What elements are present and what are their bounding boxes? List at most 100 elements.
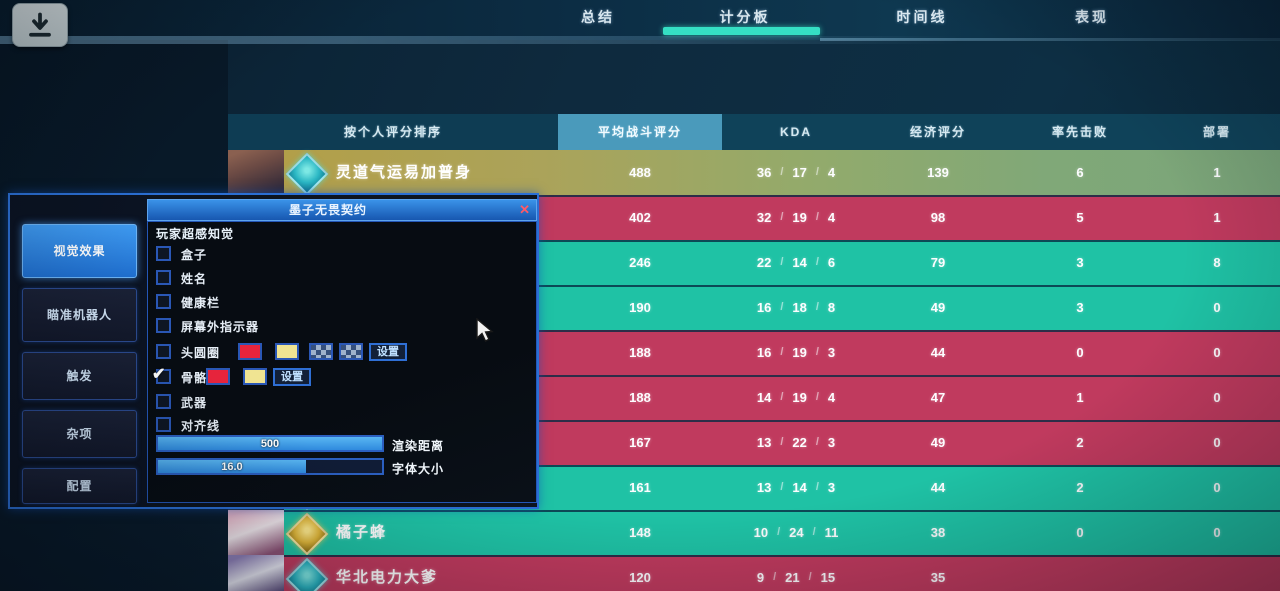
sidebar-item-config[interactable]: 配置 — [22, 468, 137, 504]
player-portrait — [228, 555, 284, 591]
checkbox-box-esp[interactable] — [156, 246, 171, 261]
settings-button[interactable]: 设置 — [273, 368, 311, 386]
agent-icon — [285, 152, 329, 196]
tab-timeline[interactable]: 时间线 — [896, 9, 948, 25]
top-navigation-bar: 总结 计分板 时间线 表现 — [0, 0, 1280, 40]
column-header-plants[interactable]: 部署 — [1202, 125, 1231, 139]
acs-value: 488 — [629, 165, 651, 180]
player-portrait — [228, 510, 284, 555]
color-swatch-yellow[interactable] — [243, 368, 267, 385]
kda-value: 14/19/4 — [756, 390, 836, 405]
acs-value: 120 — [629, 570, 651, 585]
checkbox-label: 屏幕外指示器 — [181, 320, 260, 334]
acs-value: 161 — [629, 480, 651, 495]
econ-value: 79 — [930, 255, 946, 270]
checkbox-label: 姓名 — [181, 272, 208, 286]
sidebar-item-visuals[interactable]: 视觉效果 — [22, 224, 137, 278]
slider-label: 渲染距离 — [392, 439, 445, 453]
tab-scoreboard[interactable]: 计分板 — [719, 9, 771, 25]
acs-value: 188 — [629, 390, 651, 405]
column-header-acs[interactable]: 平均战斗评分 — [558, 114, 722, 150]
checkbox-healthbar-esp[interactable] — [156, 294, 171, 309]
render-distance-slider[interactable]: 500 — [156, 435, 384, 452]
kda-value: 13/22/3 — [756, 435, 836, 450]
cheat-menu-title: 墨子无畏契约 — [288, 203, 367, 217]
kda-value: 13/14/3 — [756, 480, 836, 495]
checkbox-label: 盒子 — [181, 248, 208, 262]
cheat-menu-titlebar[interactable]: 墨子无畏契约 ✕ — [147, 199, 537, 221]
checkbox-snaplines[interactable] — [156, 417, 171, 432]
checkbox-head-circle[interactable] — [156, 344, 171, 359]
player-name: 橘子蜂 — [336, 524, 388, 541]
close-icon[interactable]: ✕ — [519, 202, 530, 217]
checkbox-weapon-esp[interactable] — [156, 394, 171, 409]
plants-value: 0 — [1213, 345, 1221, 360]
table-row[interactable]: 华北电力大爹 120 9/21/15 35 — [228, 555, 1280, 591]
sidebar-item-aimbot[interactable]: 瞄准机器人 — [22, 288, 137, 342]
color-swatch-yellow[interactable] — [275, 343, 299, 360]
column-header-econ[interactable]: 经济评分 — [909, 125, 966, 139]
sort-order-header[interactable]: 按个人评分排序 — [228, 114, 558, 150]
plants-value: 8 — [1213, 255, 1221, 270]
column-header-kda[interactable]: KDA — [780, 125, 812, 139]
econ-value: 44 — [930, 480, 946, 495]
table-row[interactable]: 橘子蜂 148 10/24/11 38 0 0 — [228, 510, 1280, 556]
firstkills-value: 3 — [1076, 255, 1084, 270]
checkbox-skeleton-esp[interactable] — [156, 369, 171, 384]
download-button[interactable] — [12, 3, 68, 47]
econ-value: 44 — [930, 345, 946, 360]
slider-fill — [158, 460, 306, 473]
column-header-firstkills[interactable]: 率先击败 — [1051, 125, 1108, 139]
tab-summary[interactable]: 总结 — [581, 9, 615, 25]
firstkills-value: 1 — [1076, 390, 1084, 405]
plants-value: 0 — [1213, 525, 1221, 540]
acs-value: 402 — [629, 210, 651, 225]
plants-value: 1 — [1213, 165, 1221, 180]
color-swatch-alpha[interactable] — [339, 343, 363, 360]
cheat-menu-sidebar: 视觉效果 瞄准机器人 触发 杂项 配置 — [10, 195, 147, 507]
player-portrait — [228, 150, 284, 195]
kda-value: 36/17/4 — [756, 165, 836, 180]
checkbox-offscreen-indicator[interactable] — [156, 318, 171, 333]
plants-value: 0 — [1213, 480, 1221, 495]
color-swatch-red[interactable] — [238, 343, 262, 360]
econ-value: 38 — [930, 525, 946, 540]
slider-fill — [158, 437, 382, 450]
checkbox-label: 对齐线 — [181, 419, 221, 433]
firstkills-value: 5 — [1076, 210, 1084, 225]
sidebar-item-trigger[interactable]: 触发 — [22, 352, 137, 400]
econ-value: 49 — [930, 300, 946, 315]
esp-section-title: 玩家超感知觉 — [156, 227, 235, 241]
kda-value: 10/24/11 — [753, 525, 839, 540]
econ-value: 35 — [930, 570, 946, 585]
firstkills-value — [1006, 555, 1154, 591]
agent-icon — [285, 512, 329, 556]
checkbox-label: 武器 — [181, 396, 208, 410]
firstkills-value: 0 — [1076, 525, 1084, 540]
checkbox-label: 健康栏 — [181, 296, 221, 310]
kda-value: 16/19/3 — [756, 345, 836, 360]
player-name: 华北电力大爹 — [336, 569, 439, 586]
color-swatch-red[interactable] — [206, 368, 230, 385]
cheat-menu-window: 视觉效果 瞄准机器人 触发 杂项 配置 墨子无畏契约 ✕ 玩家超感知觉 盒子 姓… — [8, 193, 539, 509]
kda-value: 16/18/8 — [756, 300, 836, 315]
plants-value — [1154, 555, 1280, 591]
cheat-menu-content: 玩家超感知觉 盒子 姓名 健康栏 屏幕外指示器 头圆圈 设置 ✔ 骨骼 设置 武… — [147, 221, 537, 503]
color-swatch-alpha[interactable] — [309, 343, 333, 360]
econ-value: 139 — [927, 165, 949, 180]
checkbox-label: 骨骼 — [181, 371, 208, 385]
tab-performance[interactable]: 表现 — [1075, 9, 1109, 25]
checkbox-name-esp[interactable] — [156, 270, 171, 285]
econ-value: 47 — [930, 390, 946, 405]
acs-value: 148 — [629, 525, 651, 540]
settings-button[interactable]: 设置 — [369, 343, 407, 361]
table-row[interactable]: 灵道气运易加普身 488 36/17/4 139 6 1 — [228, 150, 1280, 196]
plants-value: 0 — [1213, 435, 1221, 450]
econ-value: 98 — [930, 210, 946, 225]
kda-value: 9/21/15 — [756, 570, 836, 585]
sidebar-item-misc[interactable]: 杂项 — [22, 410, 137, 458]
checkbox-label: 头圆圈 — [181, 346, 221, 360]
screen-glare-thin — [820, 38, 1280, 41]
font-size-slider[interactable]: 16.0 — [156, 458, 384, 475]
firstkills-value: 6 — [1076, 165, 1084, 180]
